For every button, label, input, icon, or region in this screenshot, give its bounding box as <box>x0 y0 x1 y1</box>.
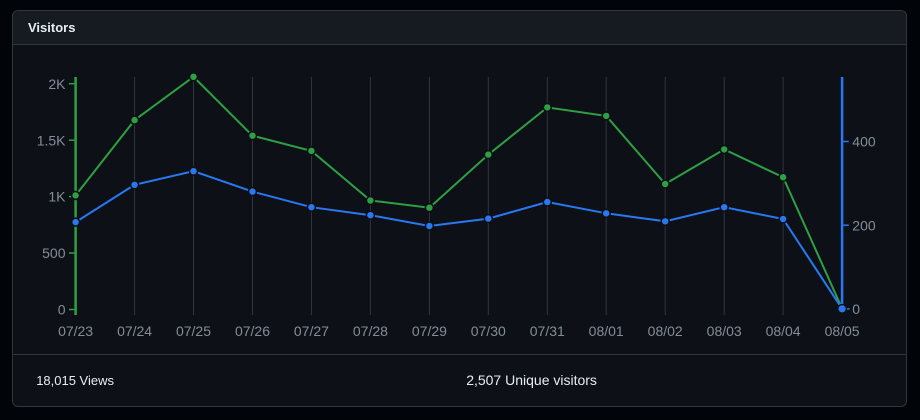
svg-text:08/05: 08/05 <box>825 323 860 339</box>
svg-text:2K: 2K <box>48 76 66 92</box>
svg-text:07/24: 07/24 <box>117 323 152 339</box>
svg-text:07/25: 07/25 <box>176 323 211 339</box>
svg-text:500: 500 <box>42 245 66 261</box>
svg-text:07/28: 07/28 <box>353 323 388 339</box>
svg-text:0: 0 <box>58 302 66 318</box>
svg-text:07/29: 07/29 <box>412 323 447 339</box>
svg-text:1K: 1K <box>48 189 66 205</box>
svg-text:07/31: 07/31 <box>530 323 565 339</box>
svg-text:08/03: 08/03 <box>707 323 742 339</box>
svg-text:07/23: 07/23 <box>58 323 93 339</box>
svg-text:08/01: 08/01 <box>589 323 624 339</box>
svg-text:200: 200 <box>852 217 876 233</box>
svg-text:07/27: 07/27 <box>294 323 329 339</box>
svg-text:0: 0 <box>852 301 860 317</box>
svg-text:08/02: 08/02 <box>648 323 683 339</box>
svg-text:07/30: 07/30 <box>471 323 506 339</box>
svg-text:1.5K: 1.5K <box>37 132 66 148</box>
svg-text:08/04: 08/04 <box>766 323 801 339</box>
svg-text:400: 400 <box>852 134 876 150</box>
svg-text:07/26: 07/26 <box>235 323 270 339</box>
